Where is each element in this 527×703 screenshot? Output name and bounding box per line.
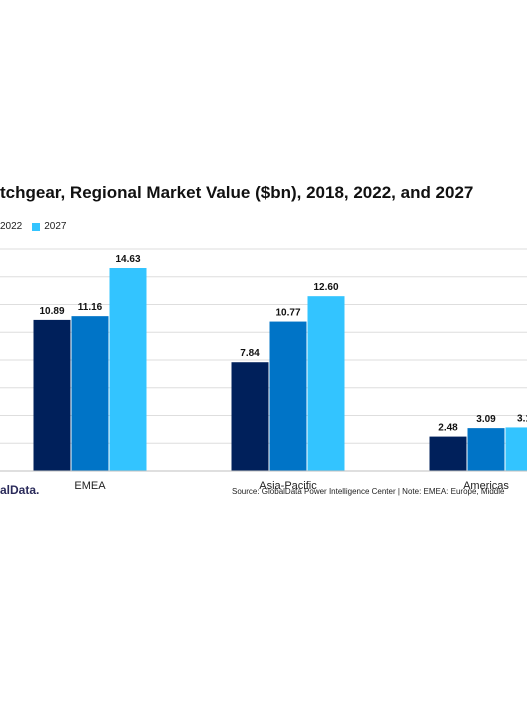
- bar-americas-1: [467, 428, 505, 471]
- data-label: 7.84: [240, 348, 260, 359]
- legend-label-2022: 2022: [0, 221, 23, 232]
- chart-title: tchgear, Regional Market Value ($bn), 20…: [0, 183, 474, 202]
- data-label: 3.1: [517, 413, 527, 424]
- x-tick-label: Americas: [463, 480, 509, 492]
- bar-asia-pacific-2: [307, 296, 345, 471]
- bar-emea-1: [71, 316, 109, 471]
- data-label: 12.60: [313, 282, 338, 293]
- source-note: Source: GlobalData Power Intelligence Ce…: [232, 487, 505, 496]
- bar-emea-2: [109, 268, 147, 471]
- data-label: 10.89: [39, 306, 64, 317]
- data-label: 10.77: [275, 308, 300, 319]
- data-label: 11.16: [78, 302, 103, 313]
- bar-americas-0: [429, 436, 467, 471]
- globaldata-logo: alData.: [0, 483, 40, 497]
- bar-asia-pacific-0: [231, 362, 269, 471]
- bar-emea-0: [33, 319, 71, 471]
- legend-swatch-2027: [32, 222, 41, 231]
- x-axis: EMEA Asia-Pacific Americas: [0, 470, 527, 492]
- bar-americas-2: [505, 427, 527, 471]
- x-tick-label: EMEA: [74, 480, 106, 492]
- data-label: 14.63: [115, 254, 140, 265]
- data-label: 3.09: [476, 414, 496, 425]
- data-label: 2.48: [438, 423, 458, 434]
- legend-label-2027: 2027: [44, 221, 67, 232]
- legend-entry-2022: 2022: [0, 221, 22, 232]
- x-tick-label: Asia-Pacific: [259, 480, 317, 492]
- legend-entry-2027: 2027: [32, 221, 67, 232]
- bar-asia-pacific-1: [269, 321, 307, 471]
- legend: 2022 2027: [0, 221, 67, 232]
- data-labels: 10.89 11.16 14.63 7.84 10.77 12.60 2.48 3.09 3.1: [39, 254, 527, 434]
- bars: [33, 268, 527, 471]
